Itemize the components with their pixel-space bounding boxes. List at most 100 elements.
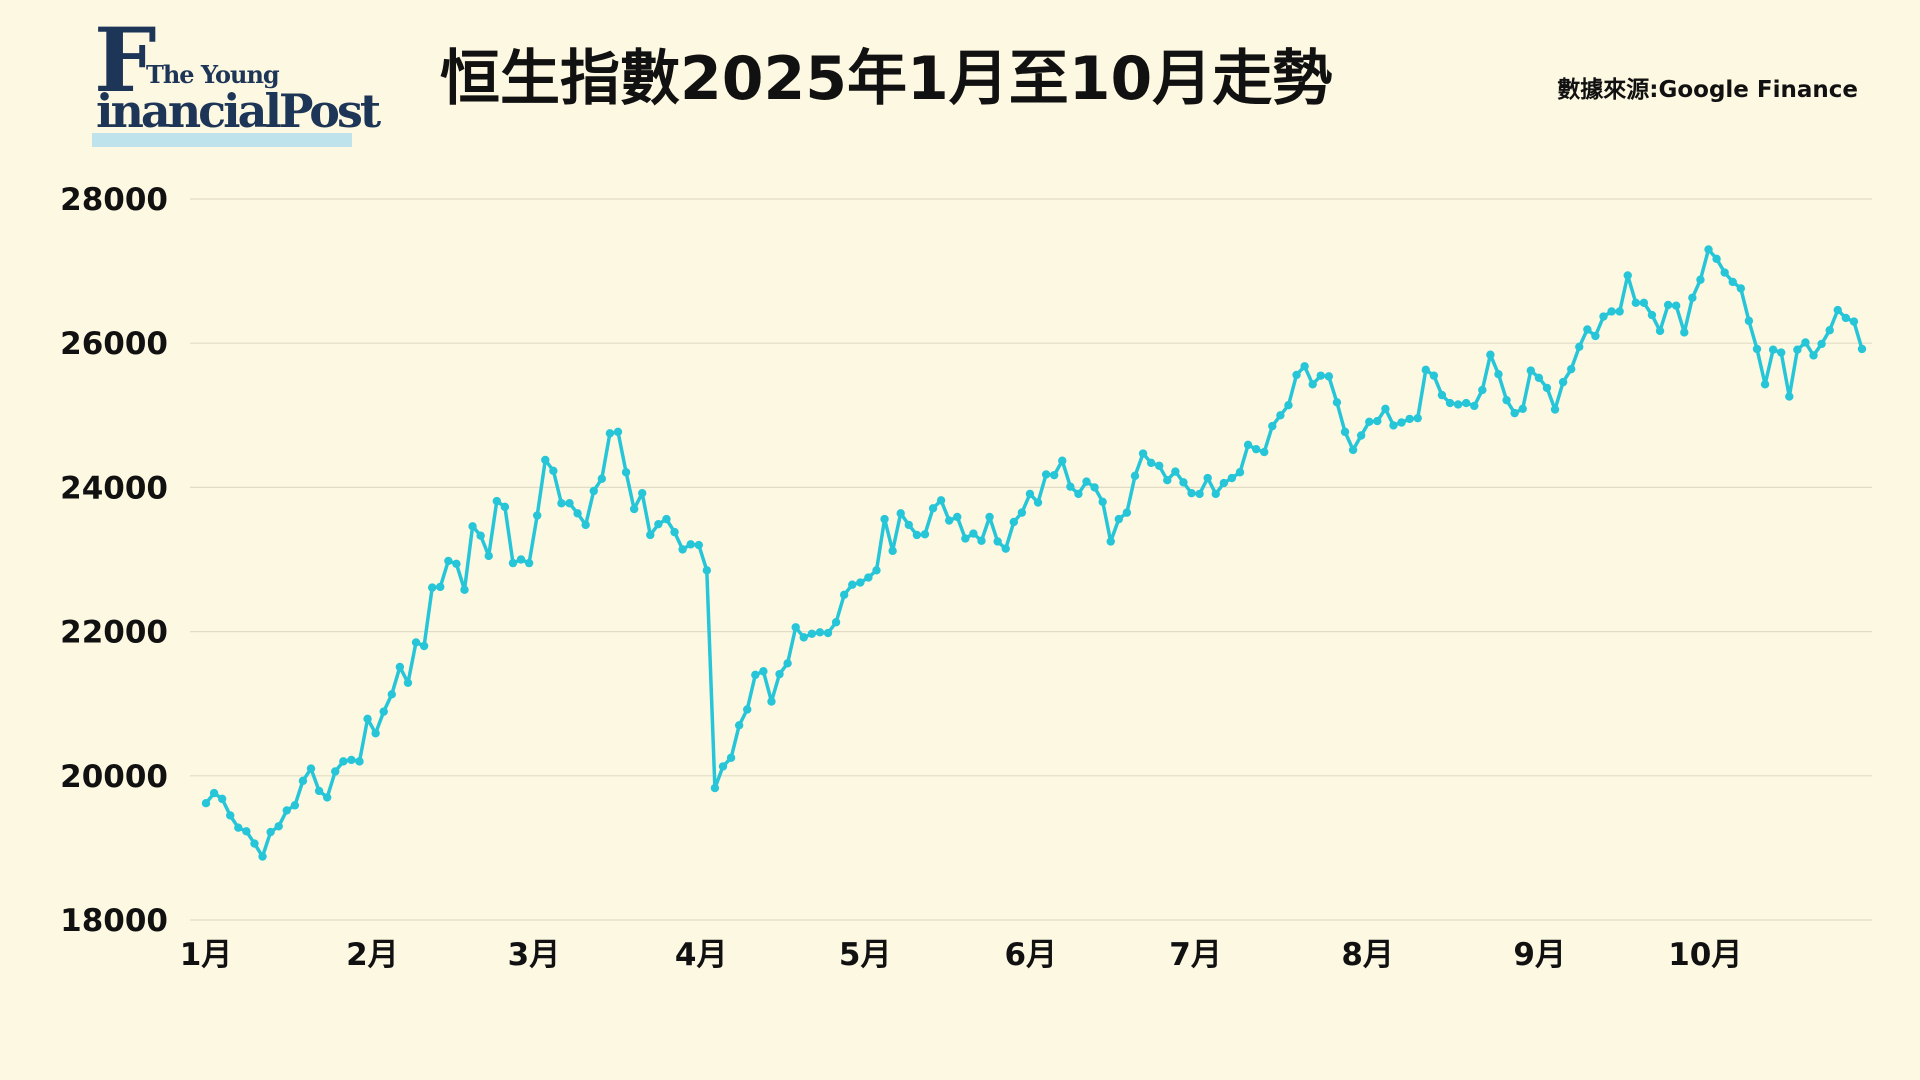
data-point <box>1025 489 1035 499</box>
logo-line-the-young: The Young <box>146 60 280 89</box>
data-point <box>298 776 308 786</box>
data-point <box>1009 517 1019 527</box>
data-point <box>226 811 235 820</box>
data-point <box>1187 488 1196 498</box>
data-point <box>1631 298 1641 308</box>
data-point <box>1841 313 1851 323</box>
data-point <box>258 852 267 861</box>
y-tick-label: 26000 <box>60 326 168 362</box>
data-point <box>1235 468 1245 477</box>
data-point <box>347 755 356 765</box>
data-point <box>1712 254 1721 264</box>
x-tick-label: 6月 <box>1004 937 1057 973</box>
data-point <box>1591 331 1600 341</box>
data-point <box>549 466 558 476</box>
data-point <box>1163 475 1172 485</box>
data-point <box>1437 390 1447 400</box>
data-point <box>1171 467 1180 476</box>
data-point <box>807 629 817 638</box>
data-source-note: 數據來源:Google Finance <box>1557 77 1858 103</box>
data-point <box>1809 351 1818 360</box>
data-point <box>363 714 372 724</box>
data-point <box>872 566 881 575</box>
data-point <box>314 786 324 796</box>
data-point <box>1857 344 1867 354</box>
y-tick-label: 22000 <box>60 615 168 651</box>
data-point <box>904 520 913 530</box>
data-point <box>961 534 970 543</box>
data-point <box>936 496 946 505</box>
data-point <box>1583 325 1592 334</box>
data-point <box>1785 392 1794 401</box>
data-point <box>1405 414 1414 424</box>
data-point <box>1292 370 1301 380</box>
x-tick-label: 5月 <box>839 937 892 973</box>
data-point <box>379 707 388 716</box>
logo-line-financial-post: inancialPost <box>96 84 381 138</box>
data-point <box>702 566 712 575</box>
data-point <box>1243 440 1253 450</box>
data-point <box>944 516 954 525</box>
data-point <box>726 753 736 762</box>
data-point <box>759 667 768 676</box>
x-tick-label: 1月 <box>180 937 233 973</box>
data-point <box>339 757 348 766</box>
data-point <box>444 556 453 566</box>
data-point <box>1324 372 1334 381</box>
data-point <box>242 827 251 836</box>
logo-letter: F <box>94 8 157 112</box>
data-point <box>1066 482 1075 491</box>
data-point <box>743 705 752 714</box>
data-point <box>1074 489 1083 499</box>
data-point <box>1114 514 1124 524</box>
data-point <box>1090 483 1099 492</box>
data-point <box>1486 350 1495 359</box>
data-point <box>1461 398 1471 408</box>
data-point <box>468 522 477 531</box>
y-tick-label: 20000 <box>60 759 168 795</box>
data-point <box>767 697 776 706</box>
data-point <box>1332 398 1342 407</box>
data-point <box>1276 411 1285 420</box>
data-point <box>621 468 631 477</box>
data-point <box>395 662 405 672</box>
data-point <box>629 504 639 514</box>
data-point <box>1049 470 1059 480</box>
data-point <box>662 514 671 524</box>
data-point <box>670 527 679 537</box>
data-point <box>613 427 623 437</box>
data-point <box>977 536 986 545</box>
data-point <box>1017 508 1027 517</box>
data-point <box>460 585 469 594</box>
data-point <box>864 573 873 582</box>
data-point <box>508 558 518 568</box>
data-point <box>1550 405 1560 414</box>
data-point <box>718 762 728 771</box>
data-point <box>1680 328 1689 337</box>
data-point <box>573 509 582 518</box>
data-point <box>686 540 695 549</box>
data-point <box>436 582 445 592</box>
logo: F The Young inancialPost <box>90 16 381 148</box>
data-point <box>1639 298 1649 308</box>
data-point <box>920 530 930 539</box>
data-point <box>322 793 332 802</box>
data-point <box>1058 456 1067 465</box>
data-point <box>419 641 429 651</box>
data-point <box>581 520 590 530</box>
data-point <box>290 801 300 810</box>
data-point <box>1397 418 1406 427</box>
data-point <box>823 628 833 638</box>
data-point <box>1106 537 1115 546</box>
data-point <box>1607 307 1616 316</box>
data-point <box>234 823 243 832</box>
y-tick-label: 18000 <box>60 903 168 939</box>
data-point <box>678 545 687 554</box>
data-point <box>1615 307 1624 316</box>
data-point <box>589 486 598 496</box>
data-point <box>331 767 340 776</box>
data-point <box>565 499 574 508</box>
data-point <box>1623 271 1632 280</box>
data-point <box>1599 312 1608 321</box>
